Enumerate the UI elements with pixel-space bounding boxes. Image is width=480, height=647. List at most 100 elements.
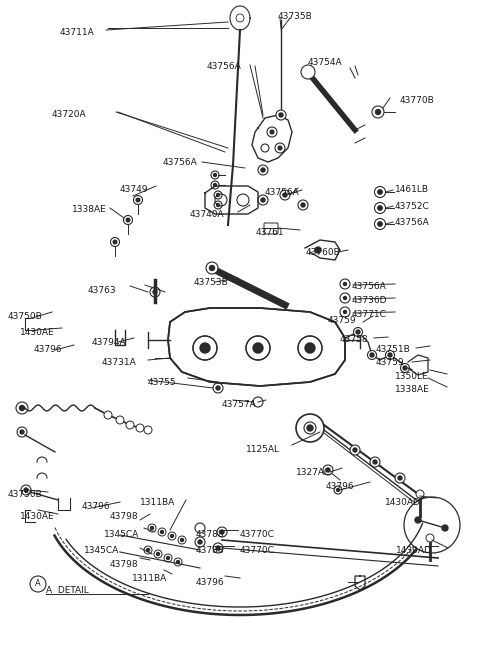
- Circle shape: [442, 525, 448, 531]
- Text: 43763: 43763: [88, 286, 117, 295]
- Circle shape: [30, 576, 46, 592]
- Circle shape: [261, 168, 265, 172]
- Text: 1430AD: 1430AD: [385, 498, 421, 507]
- Circle shape: [220, 530, 224, 534]
- Text: 43757A: 43757A: [222, 400, 257, 409]
- Circle shape: [200, 343, 210, 353]
- Circle shape: [315, 247, 321, 253]
- Circle shape: [368, 351, 376, 360]
- Circle shape: [301, 65, 315, 79]
- Text: 1327AC: 1327AC: [296, 468, 331, 477]
- Circle shape: [136, 198, 140, 202]
- Text: 43751B: 43751B: [376, 345, 411, 354]
- Text: 1338AE: 1338AE: [395, 385, 430, 394]
- Circle shape: [326, 468, 330, 472]
- Circle shape: [356, 330, 360, 334]
- Circle shape: [350, 445, 360, 455]
- Circle shape: [154, 550, 162, 558]
- Circle shape: [395, 473, 405, 483]
- Circle shape: [370, 457, 380, 467]
- Text: 43736D: 43736D: [352, 296, 387, 305]
- Text: 43759: 43759: [328, 316, 357, 325]
- Text: 43798: 43798: [110, 560, 139, 569]
- Circle shape: [400, 364, 409, 373]
- Circle shape: [307, 425, 313, 431]
- Circle shape: [283, 193, 287, 197]
- Text: 1338AE: 1338AE: [72, 205, 107, 214]
- Circle shape: [174, 558, 182, 566]
- Circle shape: [276, 110, 286, 120]
- Circle shape: [305, 343, 315, 353]
- Circle shape: [378, 222, 382, 226]
- Circle shape: [170, 534, 173, 538]
- Circle shape: [116, 416, 124, 424]
- Circle shape: [415, 517, 421, 523]
- Circle shape: [126, 421, 134, 429]
- Text: 43761: 43761: [256, 228, 285, 237]
- Text: 43756A: 43756A: [265, 188, 300, 197]
- Text: 43770B: 43770B: [400, 96, 435, 105]
- Circle shape: [353, 448, 357, 452]
- Text: 43798: 43798: [110, 512, 139, 521]
- Circle shape: [216, 546, 220, 550]
- Circle shape: [144, 426, 152, 434]
- Text: 43794A: 43794A: [92, 338, 127, 347]
- Text: 1311BA: 1311BA: [132, 574, 167, 583]
- Circle shape: [398, 476, 402, 480]
- Circle shape: [214, 173, 216, 177]
- Circle shape: [416, 490, 424, 498]
- Text: 43754A: 43754A: [308, 58, 343, 67]
- Circle shape: [279, 113, 283, 117]
- Circle shape: [344, 311, 347, 314]
- Text: 43720A: 43720A: [52, 110, 86, 119]
- Circle shape: [178, 536, 186, 544]
- Circle shape: [151, 527, 154, 529]
- Text: 43759: 43759: [376, 358, 405, 367]
- Circle shape: [167, 556, 169, 560]
- Text: 43740A: 43740A: [190, 210, 225, 219]
- Circle shape: [216, 204, 219, 206]
- Text: 1430AE: 1430AE: [20, 512, 55, 521]
- Text: 43756A: 43756A: [207, 62, 242, 71]
- Circle shape: [144, 546, 152, 554]
- Circle shape: [164, 554, 172, 562]
- Circle shape: [20, 430, 24, 434]
- Circle shape: [253, 343, 263, 353]
- Text: 43735B: 43735B: [278, 12, 313, 21]
- Circle shape: [216, 193, 219, 197]
- Text: 43711A: 43711A: [60, 28, 95, 37]
- Circle shape: [378, 190, 382, 194]
- Text: A  DETAIL: A DETAIL: [46, 586, 89, 595]
- Circle shape: [336, 488, 339, 492]
- Circle shape: [24, 488, 28, 492]
- Text: 43796: 43796: [196, 578, 225, 587]
- Circle shape: [373, 460, 377, 464]
- Text: 1345CA: 1345CA: [104, 530, 139, 539]
- Circle shape: [156, 553, 159, 556]
- Polygon shape: [168, 308, 345, 386]
- Circle shape: [104, 411, 112, 419]
- Text: 43796: 43796: [82, 502, 110, 511]
- Circle shape: [370, 353, 374, 357]
- Circle shape: [323, 465, 333, 475]
- Text: 1350LE: 1350LE: [395, 372, 429, 381]
- Circle shape: [126, 218, 130, 222]
- Circle shape: [216, 386, 220, 390]
- Circle shape: [298, 336, 322, 360]
- Circle shape: [20, 406, 24, 410]
- Circle shape: [378, 206, 382, 210]
- Text: 43750B: 43750B: [8, 312, 43, 321]
- Text: 43760B: 43760B: [306, 248, 341, 257]
- Text: 43749: 43749: [120, 185, 148, 194]
- Circle shape: [198, 540, 202, 544]
- Text: 43770C: 43770C: [240, 530, 275, 539]
- Text: 43756A: 43756A: [352, 282, 387, 291]
- Text: 43756A: 43756A: [163, 158, 198, 167]
- Text: 43752C: 43752C: [395, 202, 430, 211]
- Circle shape: [214, 184, 216, 186]
- Text: 43796: 43796: [326, 482, 355, 491]
- Circle shape: [344, 296, 347, 300]
- Text: 1345CA: 1345CA: [84, 546, 119, 555]
- Circle shape: [278, 146, 282, 150]
- Text: 1461LB: 1461LB: [395, 185, 429, 194]
